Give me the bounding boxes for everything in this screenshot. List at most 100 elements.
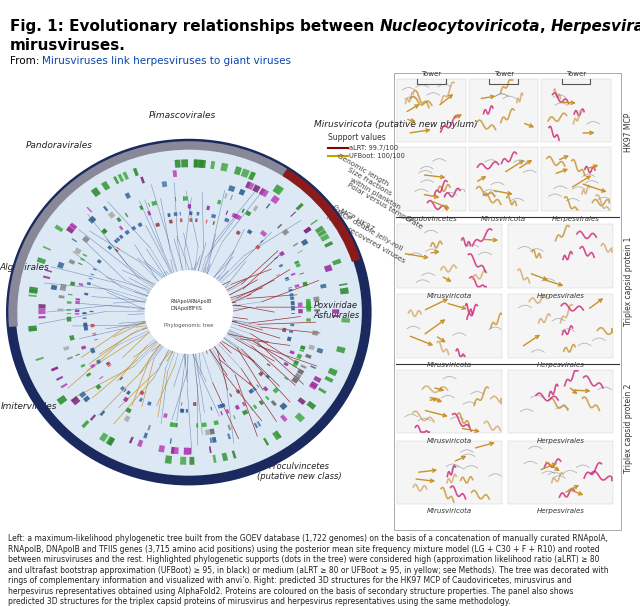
Wedge shape — [239, 189, 246, 196]
Wedge shape — [221, 453, 228, 461]
Wedge shape — [67, 309, 71, 311]
Wedge shape — [57, 395, 67, 405]
Wedge shape — [277, 224, 282, 228]
Wedge shape — [107, 437, 115, 446]
Wedge shape — [86, 282, 91, 285]
Text: Mirusviricota: Mirusviricota — [427, 293, 472, 299]
Wedge shape — [148, 203, 150, 207]
Circle shape — [8, 141, 370, 484]
Wedge shape — [36, 257, 46, 264]
Wedge shape — [94, 339, 98, 341]
Wedge shape — [172, 219, 173, 223]
Wedge shape — [67, 356, 73, 360]
Text: Herpesvirales: Herpesvirales — [536, 508, 584, 514]
Wedge shape — [341, 318, 350, 323]
Wedge shape — [56, 376, 63, 381]
Text: Tower: Tower — [421, 71, 442, 77]
Wedge shape — [70, 284, 74, 286]
Wedge shape — [266, 376, 269, 379]
Wedge shape — [255, 244, 260, 250]
Wedge shape — [61, 383, 68, 388]
Wedge shape — [329, 368, 338, 373]
Wedge shape — [284, 377, 289, 381]
Wedge shape — [259, 188, 266, 195]
Wedge shape — [294, 375, 300, 379]
Text: Triplex capsid protein 1: Triplex capsid protein 1 — [624, 237, 633, 327]
Wedge shape — [38, 304, 45, 308]
Wedge shape — [93, 268, 97, 271]
Wedge shape — [43, 276, 51, 279]
Wedge shape — [250, 388, 254, 393]
Bar — [508, 441, 613, 504]
Wedge shape — [88, 216, 97, 223]
Wedge shape — [266, 204, 270, 208]
Wedge shape — [51, 285, 58, 290]
Wedge shape — [120, 376, 124, 381]
Wedge shape — [211, 214, 216, 218]
Wedge shape — [271, 400, 277, 406]
Wedge shape — [220, 411, 223, 415]
Wedge shape — [236, 215, 239, 219]
Wedge shape — [84, 293, 88, 296]
Text: rings of complementary information and visualized with anvi’o. Right: predicted : rings of complementary information and v… — [8, 576, 571, 585]
Wedge shape — [66, 226, 74, 234]
Wedge shape — [238, 216, 242, 220]
Wedge shape — [290, 297, 294, 299]
Wedge shape — [196, 211, 200, 216]
Wedge shape — [122, 171, 129, 180]
Wedge shape — [217, 200, 221, 205]
Wedge shape — [181, 159, 188, 167]
Wedge shape — [125, 231, 128, 235]
Wedge shape — [195, 218, 198, 222]
Bar — [508, 224, 613, 288]
Wedge shape — [140, 391, 145, 395]
Text: RNApolB, DNApolB and TFIIS genes (3,715 amino acid positions) using the posterio: RNApolB, DNApolB and TFIIS genes (3,715 … — [8, 545, 599, 554]
Wedge shape — [100, 410, 106, 416]
Wedge shape — [95, 384, 102, 390]
Text: HK97 MCP: HK97 MCP — [624, 113, 633, 152]
Wedge shape — [320, 284, 326, 288]
Wedge shape — [76, 353, 80, 356]
Circle shape — [12, 144, 366, 480]
Wedge shape — [212, 454, 216, 463]
Bar — [508, 370, 613, 433]
Wedge shape — [294, 373, 301, 379]
Wedge shape — [108, 211, 115, 219]
Wedge shape — [213, 420, 219, 425]
Wedge shape — [258, 371, 264, 376]
Wedge shape — [291, 273, 296, 276]
Wedge shape — [196, 423, 198, 428]
Wedge shape — [303, 227, 312, 234]
Bar — [397, 224, 502, 288]
Wedge shape — [173, 212, 177, 216]
Wedge shape — [54, 225, 63, 232]
Wedge shape — [70, 396, 77, 402]
Wedge shape — [139, 205, 143, 210]
Wedge shape — [45, 269, 52, 273]
Wedge shape — [228, 433, 231, 439]
Wedge shape — [193, 159, 200, 168]
Wedge shape — [123, 396, 129, 402]
Wedge shape — [234, 214, 239, 219]
Wedge shape — [305, 354, 312, 359]
Wedge shape — [300, 349, 304, 352]
Wedge shape — [106, 361, 111, 366]
Wedge shape — [292, 242, 298, 247]
Wedge shape — [180, 211, 181, 216]
Wedge shape — [180, 409, 183, 413]
Wedge shape — [210, 428, 215, 435]
Wedge shape — [293, 360, 299, 365]
Wedge shape — [297, 368, 304, 375]
Wedge shape — [29, 328, 37, 331]
Wedge shape — [205, 219, 207, 224]
Wedge shape — [290, 350, 295, 353]
Wedge shape — [307, 305, 311, 309]
Wedge shape — [115, 248, 118, 252]
Text: Herpesvirales: Herpesvirales — [536, 438, 584, 444]
Wedge shape — [228, 185, 236, 192]
Wedge shape — [184, 448, 189, 454]
Wedge shape — [298, 309, 303, 313]
Wedge shape — [184, 448, 188, 454]
Wedge shape — [313, 296, 319, 302]
Wedge shape — [180, 457, 186, 465]
